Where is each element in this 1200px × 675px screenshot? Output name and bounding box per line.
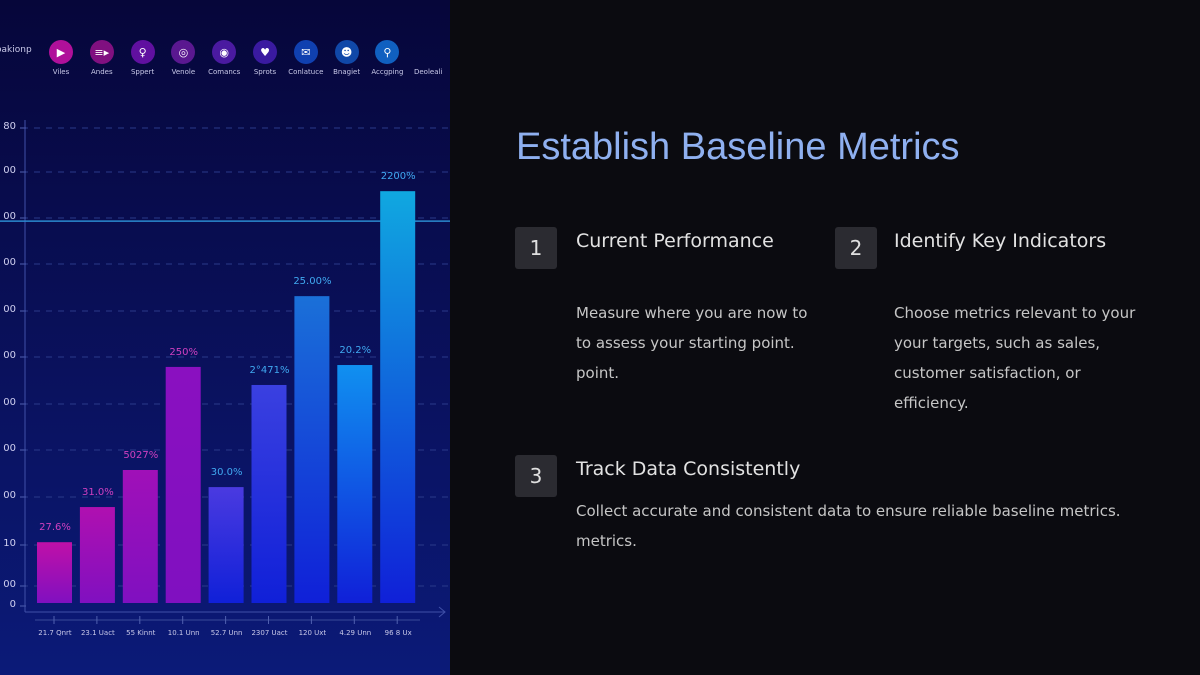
- body-line: to assess your starting point.: [576, 334, 795, 352]
- y-tick-label: 0: [9, 599, 16, 610]
- value-label: 27.6%: [39, 522, 71, 534]
- step-body-3: Collect accurate and consistent data to …: [576, 496, 1121, 556]
- icon-label: Bnagiet: [333, 68, 361, 76]
- body-line: your targets, such as sales,: [894, 334, 1101, 352]
- step-number-2: 2: [835, 227, 877, 269]
- icon-label: Comancs: [208, 68, 241, 76]
- icon-label: Accgping: [371, 68, 404, 76]
- x-tick-label: 96 8 Ux: [384, 629, 412, 637]
- icon-label: Sppert: [130, 68, 155, 76]
- mail-icon: ✉: [293, 40, 318, 64]
- value-label: 250%: [169, 346, 198, 358]
- icon-label: Sprots: [253, 68, 277, 76]
- bar: [79, 507, 115, 603]
- icon-label: Venole: [171, 68, 196, 76]
- target-icon: ◉: [212, 40, 237, 64]
- y-tick-label: 00: [3, 443, 16, 454]
- search-icon: ⚲: [375, 40, 400, 64]
- body-line: metrics.: [576, 532, 637, 550]
- value-label: 25.00%: [293, 276, 332, 288]
- slide-content: Establish Baseline Metrics 1 Current Per…: [450, 0, 1200, 675]
- y-tick-label: 00: [3, 350, 16, 361]
- value-label: 30.0%: [210, 467, 243, 479]
- x-tick-label: 4.29 Unn: [339, 629, 372, 637]
- icon-label: Viles: [52, 68, 70, 76]
- y-tick-label: 00: [3, 579, 16, 590]
- body-line: point.: [576, 364, 620, 382]
- bar: [208, 487, 244, 603]
- play-icon: ▶: [49, 40, 73, 64]
- step-number-1: 1: [515, 227, 557, 269]
- shield-icon: ♥: [253, 40, 277, 64]
- topic-label: oakionp: [0, 45, 32, 55]
- y-tick-label: 80: [3, 121, 16, 132]
- lightbulb-icon: ♀: [130, 40, 155, 64]
- y-tick-label: 00: [3, 165, 16, 176]
- value-label: 20.2%: [339, 345, 372, 357]
- y-tick-label: 00: [3, 397, 16, 408]
- bar: [165, 366, 201, 603]
- person-icon: ☻: [334, 40, 359, 64]
- ring-icon: ◎: [171, 40, 196, 64]
- bar: [37, 542, 72, 603]
- step-heading-3: Track Data Consistently: [576, 458, 801, 480]
- value-label: 5027%: [123, 450, 159, 461]
- icon-label: Deoleali: [413, 68, 443, 76]
- body-line: Collect accurate and consistent data to …: [576, 502, 1121, 520]
- arrow-icon: ≡▸: [89, 40, 114, 64]
- x-tick-label: 21.7 Qnrt: [38, 629, 72, 637]
- bar: [251, 384, 287, 603]
- y-tick-label: 00: [3, 304, 16, 315]
- bar: [380, 191, 416, 604]
- slide-title: Establish Baseline Metrics: [516, 126, 960, 168]
- bar-chart: [0, 120, 450, 624]
- step-body-1: Measure where you are now to to assess y…: [576, 298, 808, 388]
- body-line: customer satisfaction, or: [894, 364, 1081, 382]
- x-tick-label: 10.1 Unn: [167, 629, 200, 637]
- x-tick-label: 55 Kinnt: [126, 629, 156, 637]
- step-number-3: 3: [515, 455, 557, 497]
- x-axis-arrow: [438, 606, 446, 618]
- step-heading-1: Current Performance: [576, 230, 774, 252]
- step-body-2: Choose metrics relevant to your your tar…: [894, 298, 1135, 418]
- body-line: efficiency.: [894, 394, 969, 412]
- x-tick-label: 23.1 Uact: [80, 629, 115, 637]
- value-label: 2°471%: [249, 364, 290, 376]
- y-tick-label: 10: [3, 538, 16, 549]
- icon-label: Conlatuce: [288, 68, 324, 76]
- y-tick-label: 00: [3, 490, 16, 501]
- step-heading-2: Identify Key Indicators: [894, 230, 1107, 252]
- value-label: 31.0%: [82, 487, 114, 499]
- body-line: Measure where you are now to: [576, 304, 808, 322]
- y-tick-label: 00: [3, 257, 16, 268]
- x-tick-label: 120 Uxt: [298, 629, 327, 637]
- bar: [337, 365, 373, 603]
- bar: [294, 296, 330, 603]
- y-tick-label: 00: [3, 211, 16, 222]
- chart-image-panel: oakionp ▶ Viles ≡▸ Andes ♀ Sppert ◎ Venole ◉ Coma…: [0, 0, 450, 675]
- icon-label: Andes: [90, 68, 113, 76]
- value-label: 2200%: [380, 171, 416, 183]
- x-tick-label: 2307 Uact: [251, 629, 288, 637]
- bar: [122, 470, 158, 603]
- body-line: Choose metrics relevant to your: [894, 304, 1136, 322]
- x-tick-label: 52.7 Unn: [210, 629, 243, 637]
